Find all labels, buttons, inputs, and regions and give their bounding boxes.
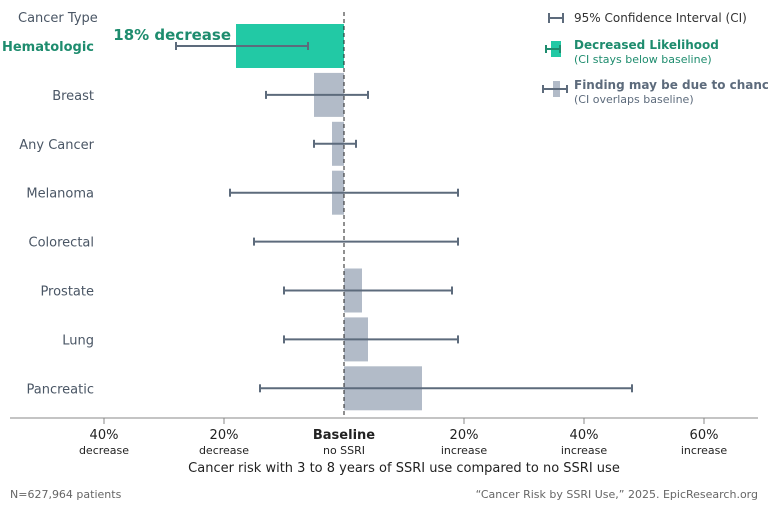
baseline-sublabel: no SSRI (323, 444, 365, 457)
legend-decreased-label: Decreased Likelihood (574, 38, 719, 52)
category-label-pancreatic: Pancreatic (27, 382, 95, 397)
annotation-hematologic: 18% decrease (113, 26, 231, 44)
category-label-lung: Lung (62, 333, 94, 348)
category-labels-layer: Hematologic Breast Any Cancer Melanoma Color… (2, 40, 95, 397)
category-label-colorectal: Colorectal (29, 236, 94, 251)
legend-decreased-icon (545, 41, 561, 57)
legend-chance-icon (542, 81, 568, 97)
legend-ci-icon (548, 13, 564, 23)
legend: 95% Confidence Interval (CI) Decreased L… (542, 11, 768, 106)
tick-label-40pct-increase: 40% (570, 428, 599, 443)
ci-melanoma (229, 188, 459, 197)
ci-prostate (283, 286, 453, 295)
tick-sublabel-20pct-increase: increase (441, 444, 488, 457)
legend-decreased-sublabel: (CI stays below baseline) (574, 53, 712, 66)
tick-label-40pct-decrease: 40% (90, 428, 119, 443)
ci-colorectal (253, 237, 459, 246)
tick-label-20pct-decrease: 20% (210, 428, 239, 443)
tick-sublabel-40pct-increase: increase (561, 444, 608, 457)
ci-pancreatic (259, 384, 633, 393)
tick-label-20pct-increase: 20% (450, 428, 479, 443)
category-label-any-cancer: Any Cancer (19, 138, 94, 153)
ci-lung (283, 335, 459, 344)
tick-label-60pct-increase: 60% (690, 428, 719, 443)
ci-hematologic (175, 42, 309, 50)
category-axis-title: Cancer Type (18, 11, 98, 26)
ci-breast (265, 90, 369, 99)
x-axis-title: Cancer risk with 3 to 8 years of SSRI us… (188, 461, 620, 476)
category-label-melanoma: Melanoma (26, 187, 94, 202)
tick-sublabel-40pct-decrease: decrease (79, 444, 129, 457)
tick-sublabel-20pct-decrease: decrease (199, 444, 249, 457)
baseline-label: Baseline (313, 428, 375, 443)
x-ticks-layer: 40%decrease20%decrease20%increase40%incr… (79, 418, 727, 457)
footer-sample-size: N=627,964 patients (10, 488, 122, 501)
legend-chance-label: Finding may be due to chance (574, 78, 768, 92)
category-label-hematologic: Hematologic (2, 40, 94, 55)
category-label-breast: Breast (52, 89, 94, 104)
category-label-prostate: Prostate (40, 285, 94, 300)
legend-chance-sublabel: (CI overlaps baseline) (574, 93, 694, 106)
tick-sublabel-60pct-increase: increase (681, 444, 728, 457)
confidence-intervals-layer (175, 42, 633, 393)
footer-source: “Cancer Risk by SSRI Use,” 2025. EpicRes… (476, 488, 758, 501)
ci-any-cancer (313, 139, 357, 148)
legend-ci-label: 95% Confidence Interval (CI) (574, 11, 747, 25)
bars-layer (236, 24, 422, 411)
